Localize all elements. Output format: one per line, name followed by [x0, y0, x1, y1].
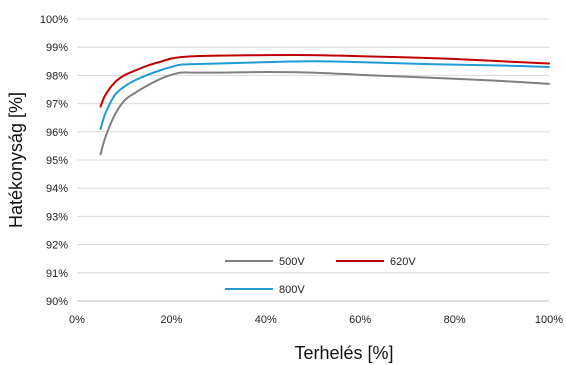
legend-label-800v: 800V — [279, 284, 305, 296]
legend-label-500v: 500V — [279, 256, 305, 268]
x-tick-label: 0% — [69, 314, 85, 326]
series-lines — [99, 53, 550, 156]
legend-label-620v: 620V — [390, 256, 416, 268]
x-tick-label: 60% — [349, 314, 371, 326]
y-tick-label: 100% — [40, 14, 68, 26]
series-line-800v — [99, 60, 550, 130]
x-tick-label: 20% — [160, 314, 182, 326]
y-tick-label: 92% — [46, 240, 68, 252]
x-tick-label: 100% — [535, 314, 563, 326]
y-tick-labels: 90% 91% 92% 93% 94% 95% 96% 97% 98% 99% 100% — [40, 14, 68, 308]
series-line-620v — [99, 53, 550, 108]
x-tick-label: 80% — [444, 314, 466, 326]
y-tick-label: 94% — [46, 183, 68, 195]
series-line-500v — [99, 71, 550, 156]
y-tick-label: 99% — [46, 42, 68, 54]
y-tick-label: 98% — [46, 70, 68, 82]
y-tick-label: 96% — [46, 127, 68, 139]
y-tick-label: 91% — [46, 268, 68, 280]
grid-lines — [77, 18, 549, 274]
x-tick-label: 40% — [255, 314, 277, 326]
y-tick-label: 90% — [46, 296, 68, 308]
y-tick-label: 93% — [46, 211, 68, 223]
y-axis-title: Hatékonyság [%] — [6, 92, 26, 228]
y-tick-label: 97% — [46, 99, 68, 111]
x-axis-title: Terhelés [%] — [294, 343, 393, 363]
x-tick-labels: 0% 20% 40% 60% 80% 100% — [69, 314, 563, 326]
legend: 500V 620V 800V — [225, 256, 416, 296]
y-tick-label: 95% — [46, 155, 68, 167]
